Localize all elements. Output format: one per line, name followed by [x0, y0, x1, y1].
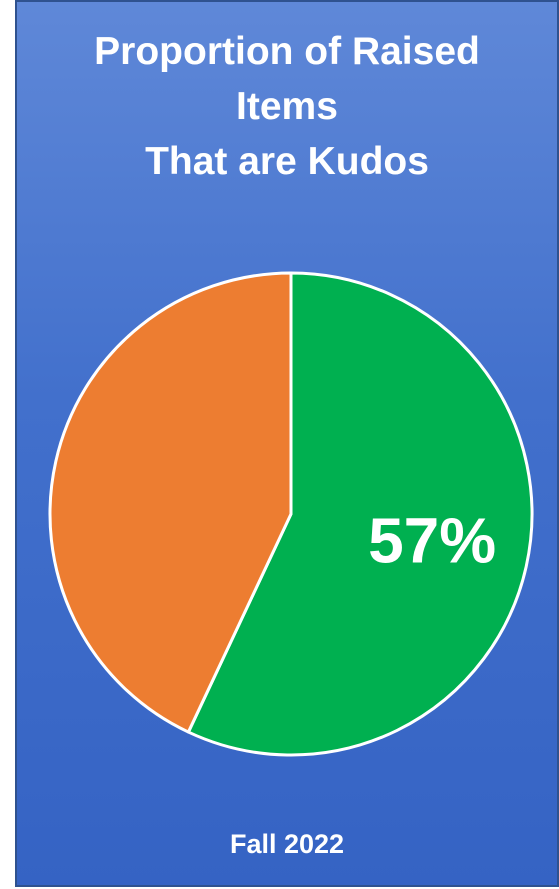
pie-slice-0	[186, 271, 534, 757]
footer-label: Fall 2022	[229, 829, 345, 859]
title-line-1: Proportion of Raised	[94, 30, 480, 73]
title-line-3: That are Kudos	[145, 140, 429, 183]
chart-panel: Proportion of Raised Items That are Kudo…	[15, 0, 559, 887]
pie-chart: 57%	[48, 271, 534, 757]
title-line-2: Items	[236, 85, 338, 128]
chart-title: Proportion of Raised Items That are Kudo…	[17, 24, 557, 189]
pie-slice-1	[48, 271, 293, 734]
pie-data-label: 57%	[368, 504, 496, 576]
